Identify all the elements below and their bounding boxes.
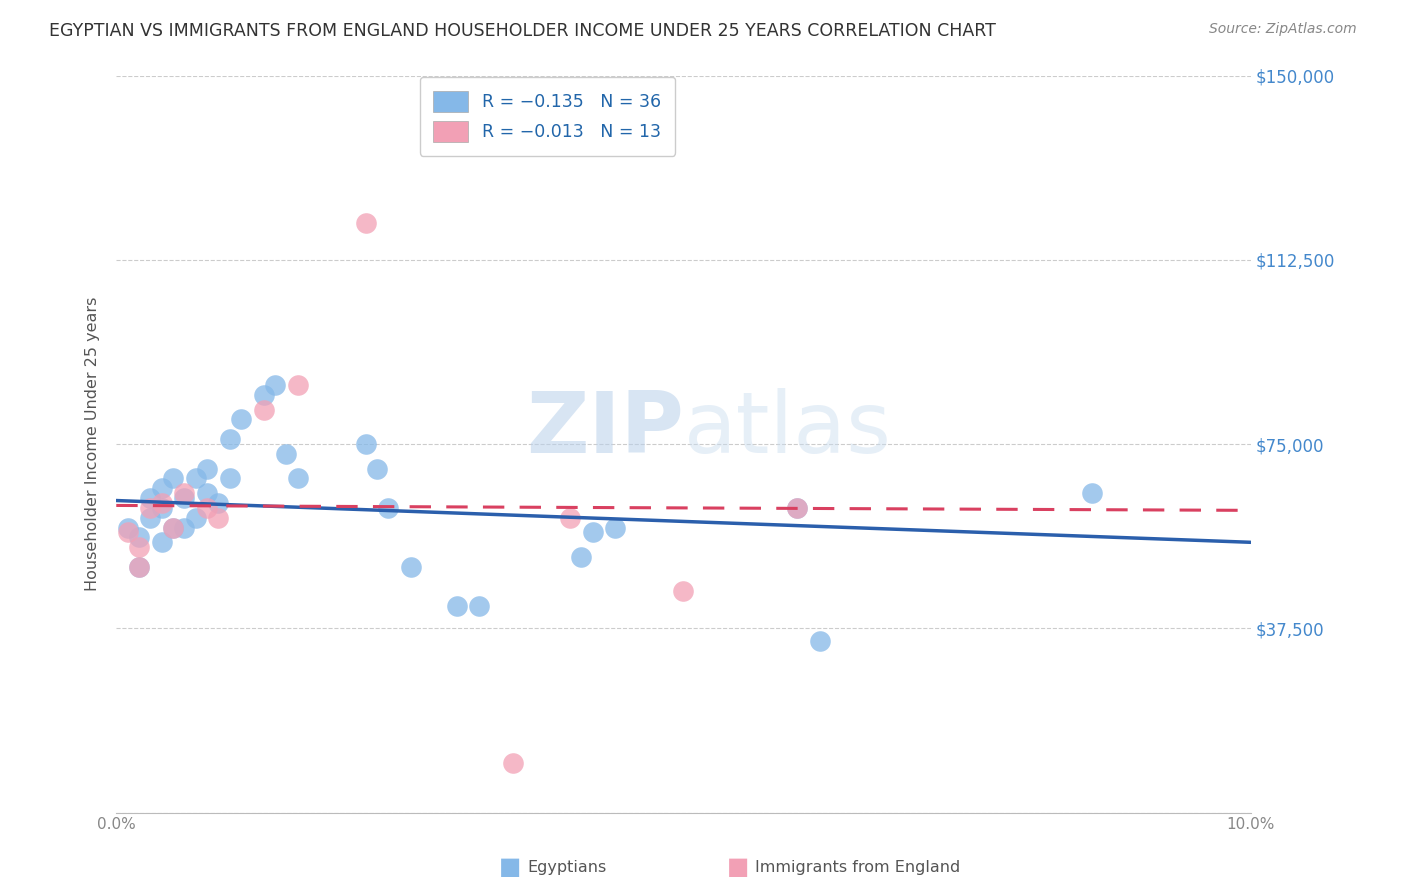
Point xyxy=(253,402,276,417)
Point xyxy=(253,388,276,402)
Point xyxy=(1080,486,1102,500)
Point xyxy=(150,535,173,549)
Text: atlas: atlas xyxy=(683,388,891,471)
Text: EGYPTIAN VS IMMIGRANTS FROM ENGLAND HOUSEHOLDER INCOME UNDER 25 YEARS CORRELATIO: EGYPTIAN VS IMMIGRANTS FROM ENGLAND HOUS… xyxy=(49,22,995,40)
Point xyxy=(672,584,695,599)
Point xyxy=(128,559,150,574)
Point xyxy=(468,599,491,614)
Text: ■: ■ xyxy=(499,855,522,879)
Legend: R = −0.135   N = 36, R = −0.013   N = 13: R = −0.135 N = 36, R = −0.013 N = 13 xyxy=(419,77,675,155)
Point xyxy=(184,471,207,485)
Point xyxy=(446,599,468,614)
Point xyxy=(558,510,581,524)
Point xyxy=(117,525,139,540)
Point xyxy=(173,520,195,534)
Point xyxy=(808,633,831,648)
Point xyxy=(139,500,162,515)
Point xyxy=(786,500,808,515)
Point xyxy=(128,559,150,574)
Point xyxy=(582,525,605,540)
Y-axis label: Householder Income Under 25 years: Householder Income Under 25 years xyxy=(86,297,100,591)
Point xyxy=(287,378,309,392)
Point xyxy=(128,540,150,554)
Text: ZIP: ZIP xyxy=(526,388,683,471)
Text: Egyptians: Egyptians xyxy=(527,860,606,874)
Point xyxy=(276,447,298,461)
Text: Immigrants from England: Immigrants from England xyxy=(755,860,960,874)
Point xyxy=(150,481,173,495)
Point xyxy=(162,520,184,534)
Point xyxy=(150,496,173,510)
Point xyxy=(195,486,218,500)
Text: Source: ZipAtlas.com: Source: ZipAtlas.com xyxy=(1209,22,1357,37)
Point xyxy=(354,437,377,451)
Point xyxy=(218,432,240,446)
Point xyxy=(605,520,627,534)
Point xyxy=(354,216,377,230)
Point xyxy=(195,500,218,515)
Point xyxy=(128,530,150,544)
Point xyxy=(139,491,162,505)
Point xyxy=(162,471,184,485)
Point xyxy=(150,500,173,515)
Point xyxy=(139,510,162,524)
Point xyxy=(184,510,207,524)
Point xyxy=(173,491,195,505)
Point xyxy=(502,756,524,771)
Point xyxy=(287,471,309,485)
Point xyxy=(207,496,229,510)
Point xyxy=(207,510,229,524)
Point xyxy=(569,549,592,564)
Point xyxy=(173,486,195,500)
Point xyxy=(117,520,139,534)
Point xyxy=(162,520,184,534)
Point xyxy=(218,471,240,485)
Point xyxy=(264,378,287,392)
Text: ■: ■ xyxy=(727,855,749,879)
Point xyxy=(229,412,252,426)
Point xyxy=(377,500,399,515)
Point xyxy=(366,461,388,475)
Point xyxy=(399,559,422,574)
Point xyxy=(195,461,218,475)
Point xyxy=(786,500,808,515)
